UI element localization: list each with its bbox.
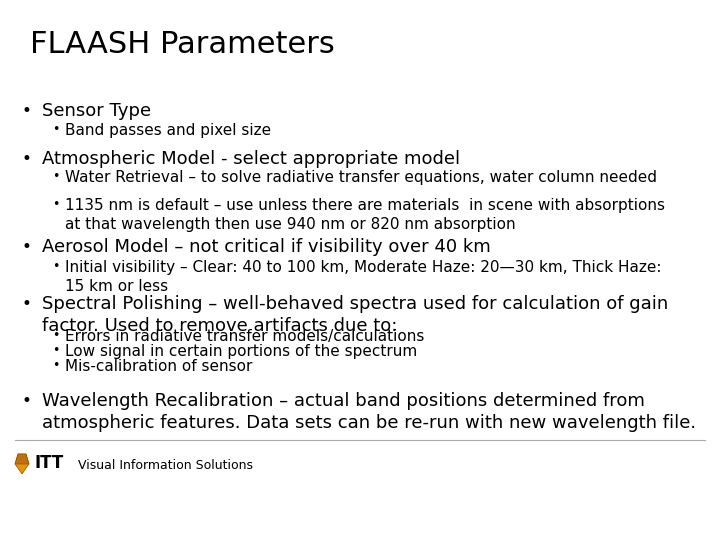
- Text: •: •: [52, 260, 59, 273]
- Text: ITT: ITT: [35, 454, 64, 472]
- Text: Sensor Type: Sensor Type: [42, 102, 151, 120]
- Text: •: •: [22, 295, 32, 313]
- Text: Water Retrieval – to solve radiative transfer equations, water column needed: Water Retrieval – to solve radiative tra…: [65, 170, 657, 185]
- Text: Band passes and pixel size: Band passes and pixel size: [65, 123, 271, 138]
- Text: Mis-calibration of sensor: Mis-calibration of sensor: [65, 359, 253, 374]
- Text: •: •: [52, 359, 59, 372]
- Text: •: •: [52, 123, 59, 136]
- Text: Aerosol Model – not critical if visibility over 40 km: Aerosol Model – not critical if visibili…: [42, 238, 491, 256]
- Text: •: •: [22, 238, 32, 256]
- Text: Low signal in certain portions of the spectrum: Low signal in certain portions of the sp…: [65, 344, 418, 359]
- Text: •: •: [52, 344, 59, 357]
- Text: 1135 nm is default – use unless there are materials  in scene with absorptions
a: 1135 nm is default – use unless there ar…: [65, 198, 665, 232]
- Polygon shape: [15, 454, 29, 474]
- Text: Initial visibility – Clear: 40 to 100 km, Moderate Haze: 20—30 km, Thick Haze:
1: Initial visibility – Clear: 40 to 100 km…: [65, 260, 662, 294]
- Text: Errors in radiative transfer models/calculations: Errors in radiative transfer models/calc…: [65, 329, 424, 344]
- Polygon shape: [15, 454, 29, 464]
- Text: •: •: [52, 329, 59, 342]
- Text: •: •: [22, 102, 32, 120]
- Text: •: •: [52, 170, 59, 183]
- Text: FLAASH Parameters: FLAASH Parameters: [30, 30, 335, 59]
- Text: Wavelength Recalibration – actual band positions determined from
atmospheric fea: Wavelength Recalibration – actual band p…: [42, 392, 696, 432]
- Text: Spectral Polishing – well-behaved spectra used for calculation of gain
factor. U: Spectral Polishing – well-behaved spectr…: [42, 295, 668, 335]
- Text: Visual Information Solutions: Visual Information Solutions: [78, 459, 253, 472]
- Text: •: •: [22, 392, 32, 410]
- Text: Atmospheric Model - select appropriate model: Atmospheric Model - select appropriate m…: [42, 150, 460, 168]
- Text: •: •: [22, 150, 32, 168]
- Text: •: •: [52, 198, 59, 211]
